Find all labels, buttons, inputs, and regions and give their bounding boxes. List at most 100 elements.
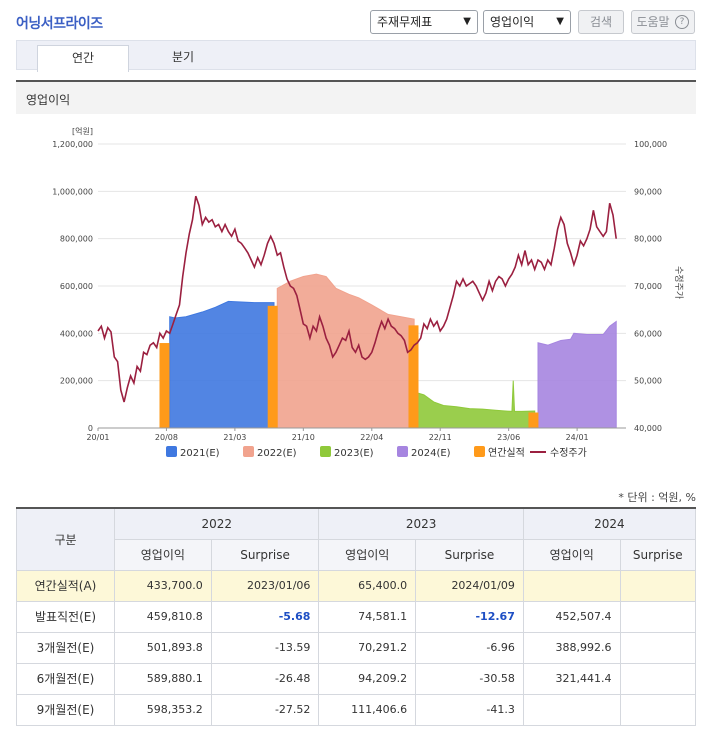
item-select[interactable]: 영업이익 ▼ <box>483 10 571 34</box>
table-corner: 구분 <box>16 507 115 571</box>
actual-bar-2021 <box>267 305 278 428</box>
left-tick-label: 0 <box>88 424 93 433</box>
estimate-area-2023(E) <box>415 380 536 429</box>
x-tick-label: 20/08 <box>155 433 178 442</box>
table-cell: -12.67 <box>415 600 524 633</box>
right-tick-label: 50,000 <box>634 377 662 386</box>
x-tick-label: 22/04 <box>360 433 383 442</box>
legend-label: 2022(E) <box>257 448 297 459</box>
table-cell: 433,700.0 <box>114 569 212 602</box>
right-tick-label: 80,000 <box>634 235 662 244</box>
sub-header: Surprise <box>415 538 524 571</box>
row-label: 6개월전(E) <box>16 662 115 695</box>
row-label: 9개월전(E) <box>16 693 115 726</box>
estimate-area-2024(E) <box>537 320 617 429</box>
unit-note: * 단위 : 억원, % <box>618 491 696 504</box>
table-cell: 388,992.6 <box>522 631 621 664</box>
right-axis-label: 수정주가 <box>673 266 684 299</box>
table-cell: 321,441.4 <box>522 662 621 695</box>
x-tick-label: 22/11 <box>429 433 452 442</box>
table-cell: 65,400.0 <box>318 569 417 602</box>
table-row: 발표직전(E) 459,810.8 -5.68 74,581.1 -12.67 … <box>16 600 697 633</box>
legend-label: 2023(E) <box>334 448 374 459</box>
table-cell: 94,209.2 <box>318 662 417 695</box>
right-tick-label: 90,000 <box>634 187 662 196</box>
legend-swatch <box>166 446 177 457</box>
statement-select[interactable]: 주재무제표 ▼ <box>370 10 478 34</box>
tab-quarterly[interactable]: 분기 <box>171 50 195 64</box>
header: 어닝서프라이즈 주재무제표 ▼ 영업이익 ▼ 검색 도움말 ? <box>0 0 704 40</box>
sub-header: Surprise <box>619 538 697 571</box>
left-tick-label: 1,000,000 <box>52 187 93 196</box>
table-cell: -26.48 <box>210 662 320 695</box>
table-cell: 501,893.8 <box>114 631 212 664</box>
price-line <box>97 195 617 403</box>
legend-label: 수정주가 <box>550 447 587 459</box>
year-header: 2023 <box>318 507 524 540</box>
actual-bar-2023 <box>528 412 539 428</box>
table-cell <box>619 631 697 664</box>
estimate-area-2021(E) <box>169 300 275 429</box>
legend-swatch <box>474 446 485 457</box>
x-tick-label: 24/01 <box>566 433 589 442</box>
left-tick-label: 400,000 <box>60 329 93 338</box>
chevron-down-icon: ▼ <box>556 16 564 27</box>
table-cell <box>619 569 697 602</box>
table-cell <box>619 693 697 726</box>
sub-header: 영업이익 <box>318 538 417 571</box>
table-row: 연간실적(A) 433,700.0 2023/01/06 65,400.0 20… <box>16 569 697 602</box>
row-label: 연간실적(A) <box>16 569 115 602</box>
table-cell: -30.58 <box>415 662 524 695</box>
table-cell: 2023/01/06 <box>210 569 320 602</box>
legend-label: 2024(E) <box>411 448 451 459</box>
right-tick-label: 40,000 <box>634 424 662 433</box>
chevron-down-icon: ▼ <box>463 16 471 27</box>
table-cell <box>522 693 621 726</box>
table-cell: 70,291.2 <box>318 631 417 664</box>
legend-swatch <box>243 446 254 457</box>
right-tick-label: 100,000 <box>634 140 667 149</box>
legend-label: 연간실적 <box>488 447 525 459</box>
table-cell: -13.59 <box>210 631 320 664</box>
table-row: 3개월전(E) 501,893.8 -13.59 70,291.2 -6.96 … <box>16 631 697 664</box>
table-cell: -27.52 <box>210 693 320 726</box>
x-tick-label: 23/06 <box>497 433 520 442</box>
left-tick-label: 200,000 <box>60 377 93 386</box>
search-button[interactable]: 검색 <box>578 10 624 34</box>
table-cell: 111,406.6 <box>318 693 417 726</box>
x-tick-label: 21/10 <box>292 433 315 442</box>
section-header: 영업이익 <box>16 80 696 114</box>
table-cell: -6.96 <box>415 631 524 664</box>
tab-annual[interactable]: 연간 <box>37 45 129 72</box>
question-circle-icon: ? <box>675 15 689 29</box>
right-tick-label: 70,000 <box>634 282 662 291</box>
earnings-chart: 0 200,000 400,000 600,000 800,000 1,000,000 1,… <box>52 126 684 459</box>
table-cell: -41.3 <box>415 693 524 726</box>
legend-label: 2021(E) <box>180 448 220 459</box>
left-tick-label: 1,200,000 <box>52 140 93 149</box>
row-label: 3개월전(E) <box>16 631 115 664</box>
statement-select-value: 주재무제표 <box>377 15 433 29</box>
sub-header: 영업이익 <box>522 538 621 571</box>
left-tick-label: 800,000 <box>60 235 93 244</box>
actual-bar-2022 <box>408 325 419 428</box>
table-cell <box>619 600 697 633</box>
year-header: 2022 <box>113 507 320 540</box>
table-row: 6개월전(E) 589,880.1 -26.48 94,209.2 -30.58… <box>16 662 697 695</box>
table-cell: -5.68 <box>210 600 320 633</box>
table-cell: 459,810.8 <box>114 600 212 633</box>
help-button-label: 도움말 <box>636 15 670 29</box>
actual-bar-2020 <box>159 343 170 428</box>
legend-swatch <box>397 446 408 457</box>
right-tick-label: 60,000 <box>634 329 662 338</box>
table-cell: 589,880.1 <box>114 662 212 695</box>
help-button[interactable]: 도움말 ? <box>631 10 695 34</box>
surprise-table: 구분 2022 2023 2024 영업이익 Surprise 영업이익 Sur… <box>16 507 697 726</box>
estimate-area-2022(E) <box>276 273 415 429</box>
page-title: 어닝서프라이즈 <box>16 16 103 32</box>
sub-header: 영업이익 <box>114 538 212 571</box>
period-tabs: 연간 분기 <box>16 40 696 72</box>
year-header: 2024 <box>522 507 697 540</box>
legend-swatch <box>320 446 331 457</box>
x-tick-label: 20/01 <box>86 433 109 442</box>
